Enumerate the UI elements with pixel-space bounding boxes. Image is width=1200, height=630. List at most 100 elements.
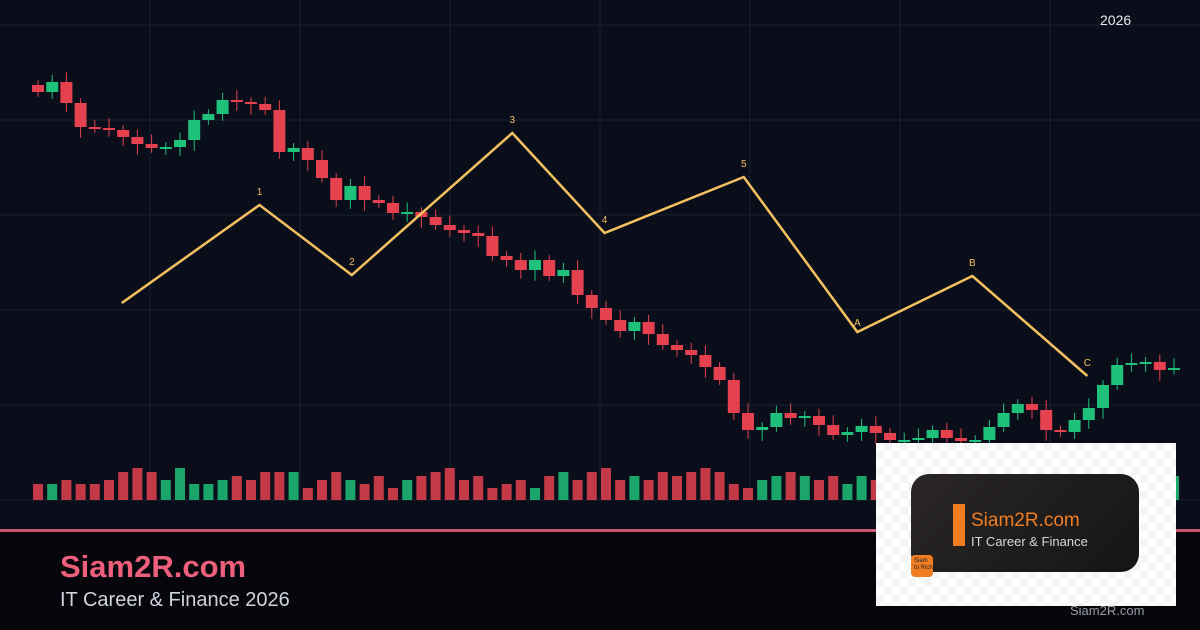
candle-body [287,148,300,152]
volume-bar [657,472,668,500]
elliott-wave-line [121,131,1089,377]
candle-body [514,260,527,270]
candle-body [614,320,627,331]
volume-bar [785,472,796,500]
candle-body [671,345,683,350]
volume-bar [118,472,129,500]
candle-body [32,85,44,92]
volume-bar [359,484,370,500]
candle-body [642,322,655,334]
candle-body [713,367,726,380]
volume-bar [544,476,555,500]
candle-body [841,432,854,435]
candle-body [869,426,882,433]
candle-body [798,416,811,418]
volume-bar [146,472,157,500]
volume-bar [586,472,597,500]
candle-body [742,413,754,430]
wave-label: 3 [509,115,515,126]
volume-bar [558,472,569,500]
candle-body [216,100,229,114]
wave-label: 4 [602,215,608,226]
candle-body [571,270,584,295]
candle-body [131,137,144,144]
logo-subtitle: IT Career & Finance [971,534,1088,549]
candle-body [727,380,740,413]
candle-body [628,322,641,331]
candle-body [685,350,698,355]
candle-body [827,425,840,435]
candle-body [486,236,499,256]
volume-bar [75,484,86,500]
year-label: 2026 [1100,12,1132,28]
candle-body [46,82,59,92]
candle-body [529,260,541,270]
candle-body [756,427,769,430]
candle-body [429,217,442,225]
logo-card: Siam2R.com IT Career & Finance [911,474,1139,572]
candle-body [600,308,612,320]
tagline: IT Career & Finance 2026 [60,589,290,611]
volume-bar [799,476,810,500]
candle-body [458,230,470,233]
volume-bar [430,472,441,500]
candle-body [656,334,669,345]
volume-bar [842,484,853,500]
candle-body [188,120,201,140]
candle-body [60,82,73,103]
volume-bar [260,472,271,500]
candle-body [344,186,357,200]
volume-bar [771,476,782,500]
candle-body [940,430,953,438]
candle-body [401,212,414,214]
candle-body [557,270,570,276]
wave-label: C [1084,358,1091,369]
candle-body [997,413,1010,427]
candle-body [955,438,967,441]
candle-body [1168,368,1180,370]
wave-label: B [969,258,976,269]
candle-body [983,427,996,440]
candle-body [316,160,328,178]
candle-body [443,225,456,230]
volume-bar [274,472,285,500]
volume-bar [728,484,739,500]
volume-bar [317,480,327,500]
volume-bar [501,484,512,500]
candle-body [969,440,982,442]
wave-label: 2 [349,257,355,268]
candle-body [174,140,186,147]
candle-body [1068,420,1081,432]
volume-bar [331,472,342,500]
candle-body [372,200,385,203]
volume-bar [444,468,455,500]
volume-bar [288,472,299,500]
candle-body [1026,404,1038,410]
candle-body [259,104,272,110]
candle-body [74,103,87,127]
volume-bar [217,480,228,500]
candle-body [330,178,343,200]
volume-bar [203,484,214,500]
volume-bar [615,480,626,500]
candle-body [699,355,712,367]
candle-body [358,186,371,200]
candle-body [1125,363,1138,365]
candle-body [585,295,598,308]
volume-bar [672,476,682,500]
volume-bar [47,484,58,500]
candle-body [1111,365,1124,385]
volume-bar [856,476,867,500]
candle-body [770,413,783,427]
candle-body [117,130,130,137]
volume-bar [487,488,498,500]
logo-title: Siam2R.com [971,510,1080,531]
volume-bar [302,488,313,500]
divider [0,529,1200,532]
volume-bar [89,484,100,500]
volume-bar [714,472,725,500]
volume-bar [743,488,753,500]
volume-bar [402,480,413,500]
volume-bar [828,476,839,500]
candle-body [784,413,797,418]
